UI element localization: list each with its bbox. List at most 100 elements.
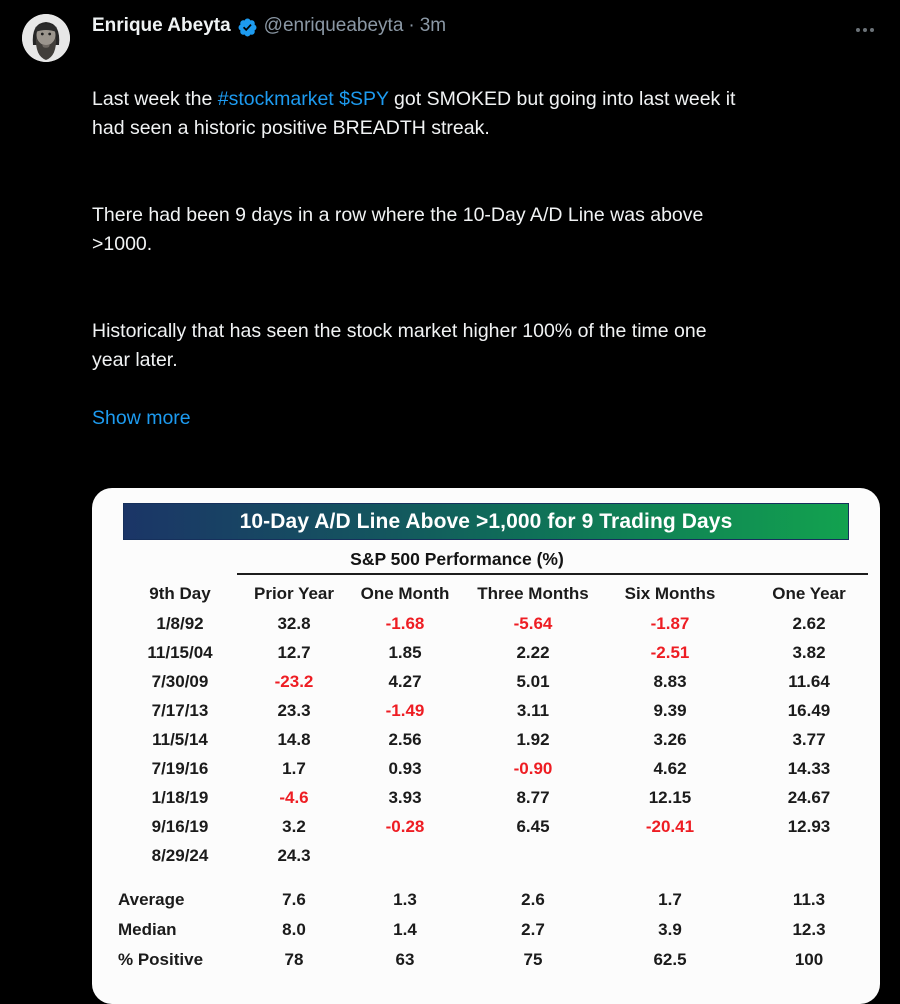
table-cell: -2.51 bbox=[650, 642, 690, 662]
table-row: 11/15/04 12.7 1.85 2.22 -2.51 3.82 bbox=[92, 638, 880, 667]
table-cell: 12.15 bbox=[648, 787, 692, 807]
table-row: 7/19/16 1.7 0.93 -0.90 4.62 14.33 bbox=[92, 754, 880, 783]
column-header: One Year bbox=[772, 583, 846, 603]
table-cell: -20.41 bbox=[645, 816, 695, 836]
table-cell: 3.77 bbox=[792, 729, 826, 749]
table-cell: 8.0 bbox=[282, 920, 306, 939]
table-cell: 1.7 bbox=[282, 758, 306, 778]
table-cell: 3.82 bbox=[792, 642, 826, 662]
table-cell: 16.49 bbox=[787, 700, 831, 720]
spacer-row bbox=[92, 870, 880, 885]
table-cell: 75 bbox=[523, 950, 543, 969]
summary-row-percent-positive: % Positive 78 63 75 62.5 100 bbox=[92, 945, 880, 975]
table-cell: 14.33 bbox=[787, 758, 831, 778]
table-cell: 1.4 bbox=[393, 920, 417, 939]
tweet-paragraph-2: There had been 9 days in a row where the… bbox=[92, 204, 704, 255]
performance-table: 9th Day Prior Year One Month Three Month… bbox=[92, 578, 880, 975]
table-cell: -23.2 bbox=[274, 671, 314, 691]
table-cell: 11.64 bbox=[788, 671, 830, 691]
table-cell: 3.2 bbox=[282, 816, 306, 836]
table-cell: -5.64 bbox=[513, 613, 553, 633]
subtitle-underline bbox=[237, 573, 868, 575]
table-cell: 1.92 bbox=[516, 729, 550, 749]
table-cell: 3.93 bbox=[388, 787, 422, 807]
author-handle[interactable]: @enriqueabeyta bbox=[263, 15, 404, 36]
text-segment: Last week the bbox=[92, 88, 218, 110]
table-cell bbox=[464, 841, 602, 870]
table-cell: 8.83 bbox=[653, 671, 687, 691]
verified-badge-icon bbox=[237, 17, 258, 38]
tweet-timestamp[interactable]: 3m bbox=[419, 15, 447, 36]
tweet-image-attachment[interactable]: 10-Day A/D Line Above >1,000 for 9 Tradi… bbox=[92, 488, 880, 1004]
summary-row-average: Average 7.6 1.3 2.6 1.7 11.3 bbox=[92, 885, 880, 915]
author-name[interactable]: Enrique Abeyta bbox=[92, 15, 231, 36]
table-cell: 24.67 bbox=[787, 787, 831, 807]
table-cell: 1/8/92 bbox=[156, 613, 204, 633]
table-cell: 62.5 bbox=[653, 950, 687, 969]
summary-label: Median bbox=[118, 920, 177, 939]
avatar[interactable] bbox=[22, 14, 70, 62]
table-cell: -1.87 bbox=[650, 613, 690, 633]
table-cell: 11/5/14 bbox=[152, 729, 208, 749]
table-row: 1/8/92 32.8 -1.68 -5.64 -1.87 2.62 bbox=[92, 609, 880, 638]
table-cell: 1/18/19 bbox=[151, 787, 209, 807]
tweet-header: Enrique Abeyta @enriqueabeyta · 3m bbox=[92, 14, 880, 38]
table-cell: -1.49 bbox=[385, 700, 425, 720]
table-row: 7/30/09 -23.2 4.27 5.01 8.83 11.64 bbox=[92, 667, 880, 696]
cashtag-link[interactable]: $SPY bbox=[339, 88, 389, 110]
tweet-text: Last week the #stockmarket $SPY got SMOK… bbox=[92, 56, 880, 462]
tweet-paragraph-3: Historically that has seen the stock mar… bbox=[92, 320, 707, 371]
table-cell: 2.22 bbox=[516, 642, 550, 662]
summary-row-median: Median 8.0 1.4 2.7 3.9 12.3 bbox=[92, 915, 880, 945]
table-cell: 2.6 bbox=[521, 890, 545, 909]
table-cell: 8/29/24 bbox=[151, 845, 209, 865]
table-row: 1/18/19 -4.6 3.93 8.77 12.15 24.67 bbox=[92, 783, 880, 812]
table-cell: 12.93 bbox=[787, 816, 831, 836]
hashtag-link[interactable]: #stockmarket bbox=[217, 88, 334, 110]
table-cell: 14.8 bbox=[277, 729, 311, 749]
summary-label: Average bbox=[118, 890, 185, 909]
table-cell: 3.9 bbox=[658, 920, 682, 939]
table-cell bbox=[346, 841, 464, 870]
table-cell: -1.68 bbox=[385, 613, 425, 633]
author-meta: @enriqueabeyta · 3m bbox=[264, 14, 446, 38]
table-cell: 5.01 bbox=[516, 671, 550, 691]
text-segment: got SMOKED but going into last week it h… bbox=[92, 88, 736, 139]
table-cell: 2.62 bbox=[792, 613, 826, 633]
table-cell: 3.11 bbox=[516, 700, 550, 720]
table-cell: 63 bbox=[395, 950, 415, 969]
table-cell: 1.3 bbox=[393, 890, 417, 909]
table-cell: 11.3 bbox=[792, 890, 826, 909]
table-header-row: 9th Day Prior Year One Month Three Month… bbox=[92, 578, 880, 609]
table-cell: 78 bbox=[284, 950, 304, 969]
table-cell: -4.6 bbox=[279, 787, 309, 807]
column-header: Six Months bbox=[624, 583, 716, 603]
column-header: Prior Year bbox=[253, 583, 335, 603]
table-subtitle: S&P 500 Performance (%) bbox=[350, 549, 564, 569]
meta-separator: · bbox=[408, 15, 415, 36]
table-cell: 8.77 bbox=[516, 787, 550, 807]
table-cell: 12.3 bbox=[792, 920, 826, 939]
table-cell: -0.90 bbox=[513, 758, 553, 778]
table-row: 8/29/24 24.3 bbox=[92, 841, 880, 870]
table-cell: 32.8 bbox=[277, 613, 311, 633]
table-cell: 3.26 bbox=[653, 729, 687, 749]
table-cell bbox=[602, 841, 738, 870]
tweet-paragraph-1: Last week the #stockmarket $SPY got SMOK… bbox=[92, 85, 880, 143]
table-cell: 11/15/04 bbox=[147, 642, 213, 662]
three-dots-icon bbox=[856, 28, 874, 32]
show-more-link[interactable]: Show more bbox=[92, 407, 191, 429]
table-cell: 1.85 bbox=[388, 642, 422, 662]
column-header: One Month bbox=[360, 583, 450, 603]
table-row: 7/17/13 23.3 -1.49 3.11 9.39 16.49 bbox=[92, 696, 880, 725]
table-cell: 23.3 bbox=[277, 700, 311, 720]
avatar-portrait-image bbox=[22, 14, 70, 62]
table-cell: 7.6 bbox=[282, 890, 306, 909]
table-row: 11/5/14 14.8 2.56 1.92 3.26 3.77 bbox=[92, 725, 880, 754]
table-cell: 2.56 bbox=[388, 729, 422, 749]
table-cell: 9.39 bbox=[653, 700, 687, 720]
table-cell: 100 bbox=[794, 950, 824, 969]
more-options-button[interactable] bbox=[848, 20, 882, 40]
table-cell: 2.7 bbox=[521, 920, 545, 939]
table-cell: 24.3 bbox=[277, 845, 311, 865]
